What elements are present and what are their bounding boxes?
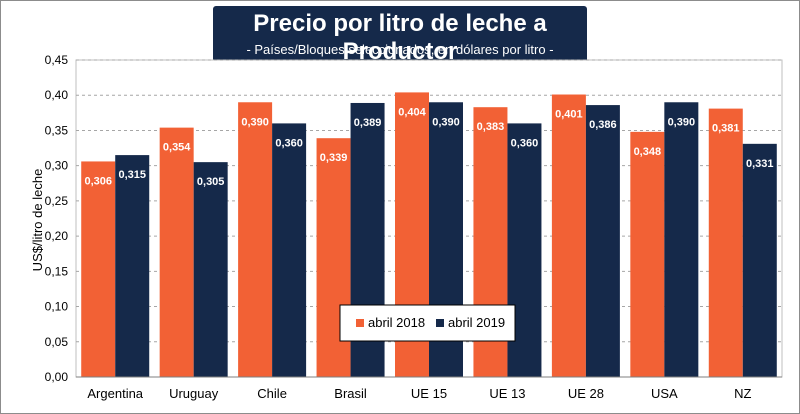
x-tick-label: USA — [651, 386, 678, 401]
bar — [742, 143, 777, 377]
legend-entry: abril 2019 — [448, 315, 505, 330]
data-label: 0,390 — [668, 116, 696, 128]
data-label: 0,339 — [320, 152, 348, 164]
data-label: 0,389 — [354, 117, 382, 129]
data-label: 0,360 — [511, 137, 539, 149]
bar — [664, 102, 699, 378]
y-tick-label: 0,30 — [45, 159, 69, 173]
bar — [585, 105, 620, 377]
legend-swatch — [436, 319, 444, 327]
x-tick-label: Chile — [257, 386, 287, 401]
data-label: 0,390 — [241, 116, 269, 128]
bar — [238, 102, 273, 378]
y-axis-label: US$/litro de leche — [30, 169, 45, 272]
x-tick-label: UE 13 — [489, 386, 525, 401]
bars — [81, 92, 777, 378]
bar — [708, 108, 743, 378]
data-label: 0,404 — [398, 106, 426, 118]
y-tick-label: 0,00 — [45, 370, 69, 384]
data-label: 0,305 — [197, 176, 225, 188]
axes: 0,00 0,05 0,10 0,15 0,20 0,25 0,30 0,35 0,40 0,45… — [45, 53, 782, 401]
y-tick-label: 0,45 — [45, 53, 69, 67]
x-tick-label: Brasil — [334, 386, 367, 401]
legend: abril 2018 abril 2019 — [339, 304, 516, 342]
data-label: 0,360 — [275, 137, 303, 149]
data-label: 0,390 — [432, 116, 460, 128]
bar — [115, 155, 150, 377]
data-label: 0,315 — [118, 169, 146, 181]
legend-swatch — [356, 319, 364, 327]
x-tick-label: UE 15 — [411, 386, 447, 401]
x-tick-label: UE 28 — [568, 386, 604, 401]
y-tick-label: 0,25 — [45, 194, 69, 208]
data-label: 0,401 — [555, 109, 583, 121]
data-label: 0,306 — [84, 175, 112, 187]
chart-subtitle: - Países/Bloques seleccionados, en dólar… — [246, 42, 554, 57]
y-tick-label: 0,10 — [45, 300, 69, 314]
data-label: 0,386 — [589, 119, 617, 131]
y-tick-label: 0,15 — [45, 264, 69, 278]
y-tick-label: 0,05 — [45, 335, 69, 349]
x-tick-label: Argentina — [87, 386, 143, 401]
data-label: 0,331 — [746, 158, 774, 170]
data-label: 0,354 — [163, 142, 191, 154]
data-label: 0,381 — [712, 123, 740, 135]
value-labels: 0,306 0,315 0,354 0,305 0,390 0,360 0,339 0,389… — [84, 106, 773, 188]
data-label: 0,383 — [477, 121, 505, 133]
bar — [159, 127, 194, 377]
bar — [630, 131, 665, 377]
bar — [551, 94, 586, 378]
y-tick-label: 0,40 — [45, 88, 69, 102]
x-tick-label: Uruguay — [169, 386, 219, 401]
data-label: 0,348 — [634, 146, 662, 158]
legend-box — [339, 304, 516, 342]
y-tick-label: 0,20 — [45, 229, 69, 243]
bar — [272, 123, 307, 378]
bar — [193, 162, 228, 377]
legend-entry: abril 2018 — [368, 315, 425, 330]
x-tick-label: NZ — [734, 386, 751, 401]
y-tick-label: 0,35 — [45, 123, 69, 137]
bar — [81, 161, 116, 377]
